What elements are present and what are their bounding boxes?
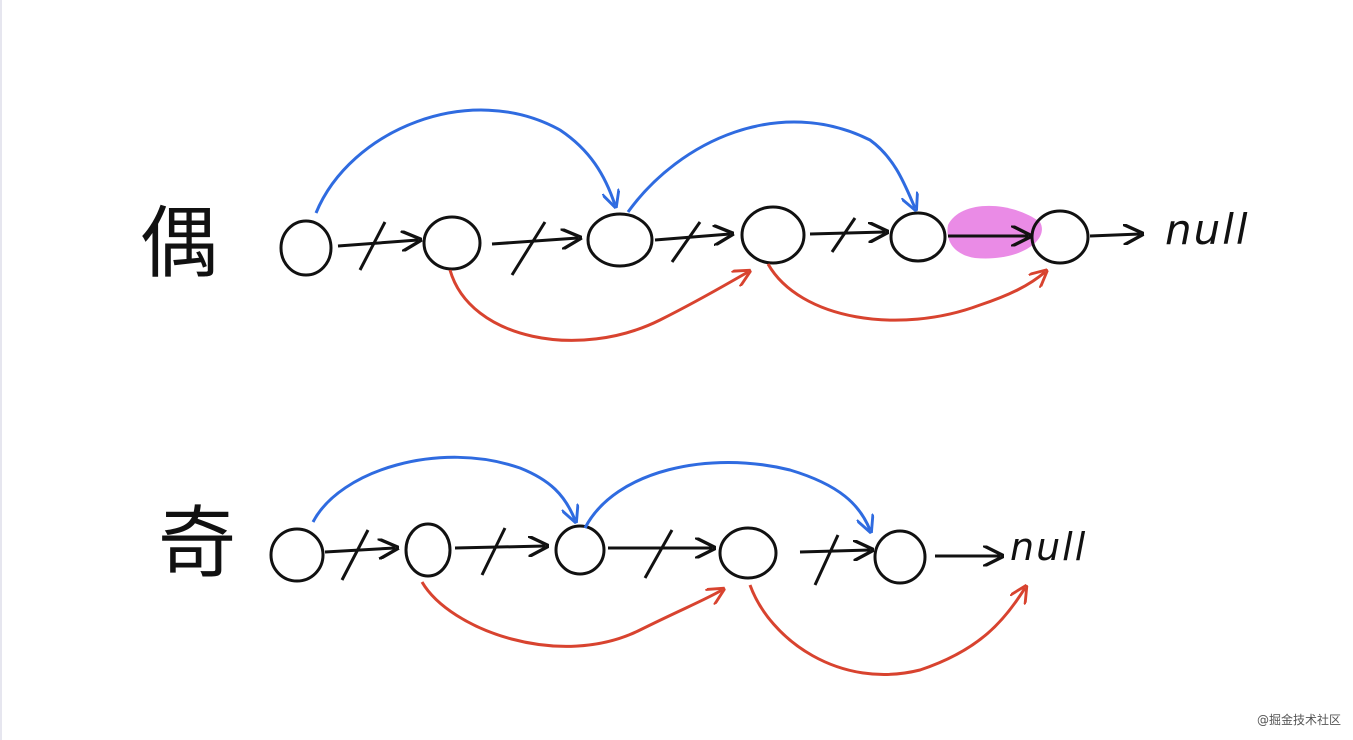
odd-blue-arc-3-5 xyxy=(583,460,870,530)
odd-node-5 xyxy=(873,529,927,585)
even-node-3 xyxy=(586,212,654,268)
odd-row xyxy=(269,455,1025,676)
even-red-arc-4-6 xyxy=(766,263,1045,322)
even-row-label: 偶 xyxy=(140,199,219,289)
even-node-1 xyxy=(279,219,333,277)
even-link-2-3-crossed xyxy=(491,221,578,276)
odd-red-arc-2-4 xyxy=(420,581,722,648)
odd-node-2 xyxy=(404,522,452,578)
odd-node-3 xyxy=(554,524,606,576)
even-red-arc-2-4 xyxy=(448,270,748,342)
odd-row-label: 奇 xyxy=(158,499,237,589)
even-highlight-link xyxy=(947,205,1042,259)
even-link-4-5-crossed xyxy=(809,217,885,253)
odd-node-4 xyxy=(718,526,778,580)
even-link-3-4-crossed xyxy=(654,221,730,263)
even-node-6 xyxy=(1030,209,1090,265)
odd-link-3-4-crossed xyxy=(608,529,712,579)
odd-node-1 xyxy=(269,527,325,583)
even-blue-arc-3-5 xyxy=(626,120,915,212)
canvas-left-border xyxy=(0,0,2,740)
even-node-4 xyxy=(740,205,806,265)
even-row xyxy=(279,108,1140,342)
even-node-2 xyxy=(422,215,482,271)
odd-link-1-2-crossed xyxy=(324,529,395,581)
watermark: @掘金技术社区 xyxy=(1256,713,1341,727)
odd-link-2-3-crossed xyxy=(454,527,545,576)
even-link-6-null xyxy=(1089,234,1140,236)
even-link-1-2-crossed xyxy=(337,221,418,271)
odd-link-4-5-crossed xyxy=(799,534,870,586)
even-node-5 xyxy=(889,211,947,263)
odd-red-arc-4-null xyxy=(748,585,1025,676)
odd-null-label: null xyxy=(1010,525,1088,569)
even-null-label: null xyxy=(1165,205,1250,254)
even-blue-arc-1-3 xyxy=(314,108,615,214)
odd-blue-arc-1-3 xyxy=(311,455,575,522)
